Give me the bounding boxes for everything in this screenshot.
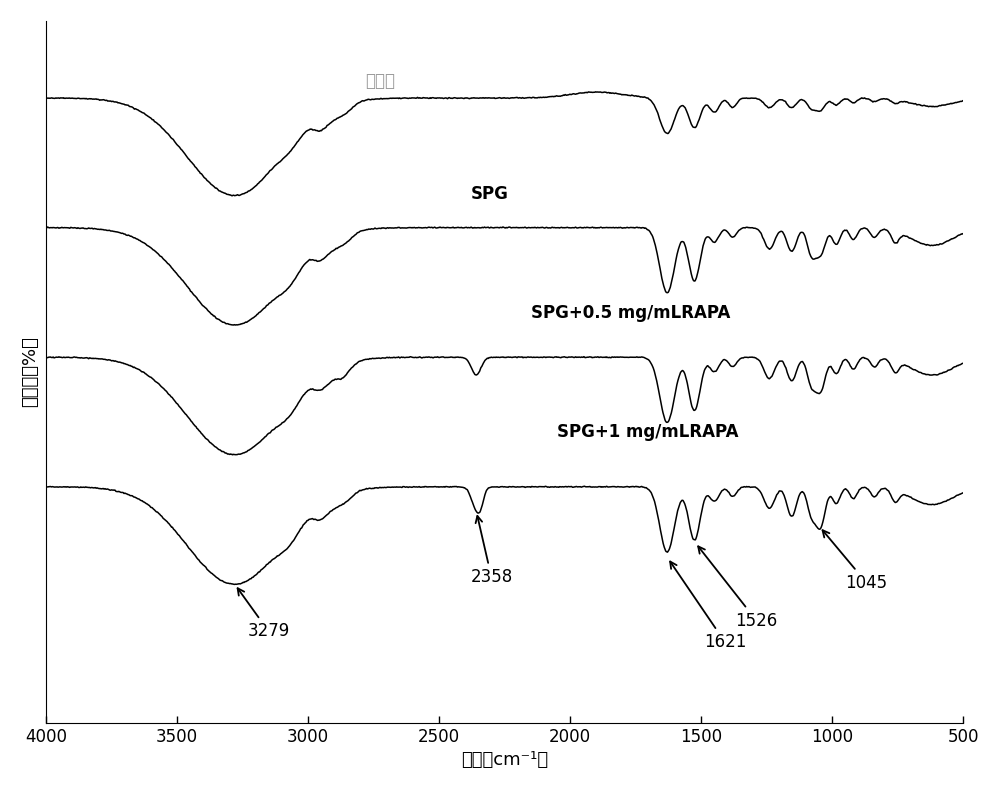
X-axis label: 波数（cm⁻¹）: 波数（cm⁻¹）	[461, 751, 548, 769]
Text: 2358: 2358	[470, 516, 513, 586]
Text: 纽丝素: 纽丝素	[366, 72, 396, 89]
Text: 1621: 1621	[670, 562, 746, 651]
Y-axis label: 透过率（%）: 透过率（%）	[21, 337, 39, 407]
Text: SPG+0.5 mg/mLRAPA: SPG+0.5 mg/mLRAPA	[531, 304, 730, 322]
Text: 3279: 3279	[238, 589, 290, 641]
Text: 1045: 1045	[823, 530, 888, 592]
Text: 1526: 1526	[698, 547, 778, 630]
Text: SPG+1 mg/mLRAPA: SPG+1 mg/mLRAPA	[557, 423, 739, 441]
Text: SPG: SPG	[471, 185, 508, 203]
